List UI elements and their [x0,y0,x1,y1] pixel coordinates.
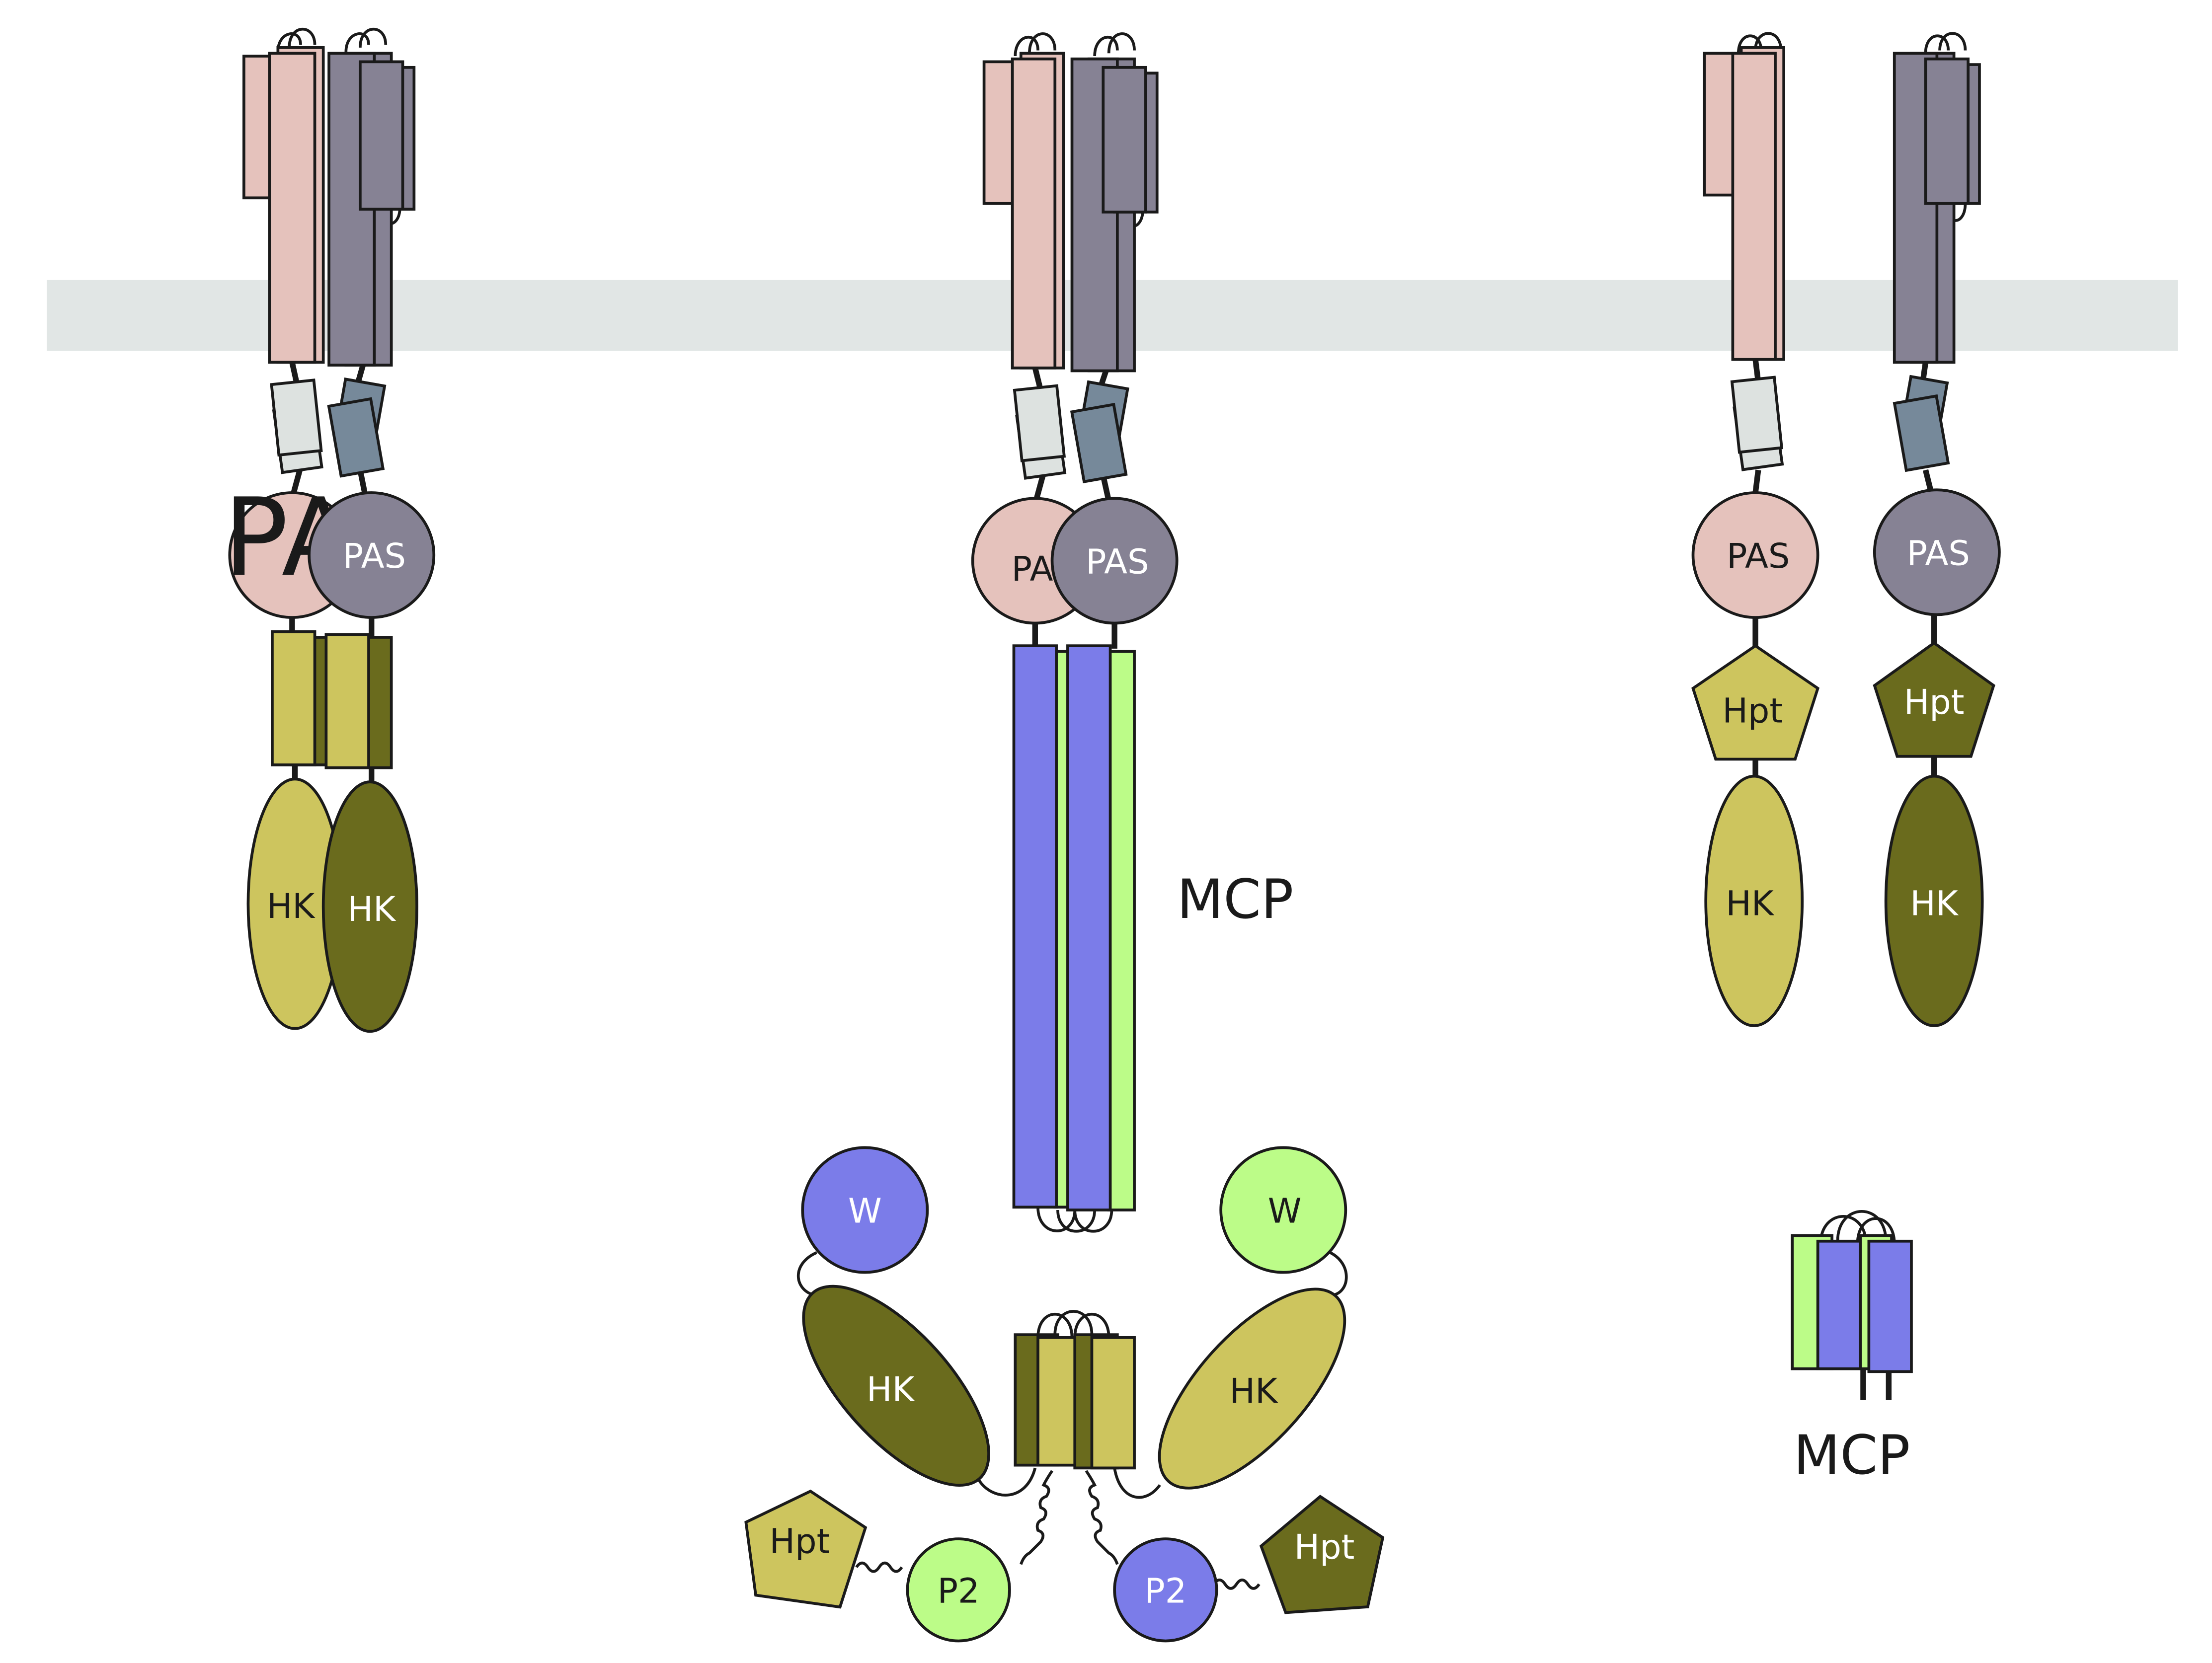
standalone-mcp-tails [1860,1368,1892,1400]
right-pink-loops [1737,32,1783,54]
center-mcp-blue-2 [1066,644,1112,1211]
center-steel-box [1070,403,1128,484]
chea-dhp-loops [1036,1310,1110,1338]
center-mcp-label: MCP [1177,868,1294,931]
w-domain-green [1219,1146,1347,1274]
left-top-loops [276,27,401,226]
center-receptor-dimer: PA PAS MCP [971,32,1294,1233]
right-receptor-pink: PAS Hpt HK [1691,32,1819,1027]
w-domain-green-label: W [1268,1192,1302,1231]
p2-domain-green [906,1537,1011,1643]
right-hpt-dark [1873,641,1995,758]
chea-hk-dark [802,1285,990,1487]
right-hk-yellow-label: HK [1726,884,1774,923]
chea-hk-yellow [1158,1287,1346,1490]
left-pas-domain-slate [308,491,436,619]
left-pas-slate-label: PAS [343,536,406,576]
standalone-mcp-label: MCP [1794,1424,1910,1487]
right-hk-dark-label: HK [1910,884,1959,923]
standalone-mcp: MCP [1791,1210,1913,1487]
left-dhp-yellow-2 [324,633,370,769]
center-pas-slate-label: PAS [1086,542,1149,582]
chea-hpt-yellow-label: Hpt [770,1522,830,1562]
right-hpt-dark-label: Hpt [1904,682,1965,722]
chea-dhp-yellow-2 [1090,1336,1136,1470]
right-pas-domain-slate [1873,488,2001,616]
right-pas-pink-label: PAS [1727,536,1790,576]
chea-hk-yellow-label: HK [1230,1371,1278,1411]
center-pas-pink-label: PA [1012,549,1053,589]
chea-connectors [797,1251,1348,1499]
right-hpt-yellow [1691,644,1819,761]
right-pale-box [1730,376,1784,454]
left-pink-helix-1 [268,52,316,364]
right-hpt-yellow-label: Hpt [1722,691,1783,731]
left-hk-dark-label: HK [347,890,396,929]
left-steel-box [327,397,385,478]
right-pas-slate-label: PAS [1907,533,1970,573]
left-hk-yellow-label: HK [267,887,316,926]
left-receptor-dimer: PA PAS HK HK [224,27,436,1033]
right-receptor-slate: PAS Hpt HK [1873,32,2001,1027]
left-slate-helix-front-inner [359,60,404,211]
center-mcp-bottom-loops [1036,1207,1113,1233]
right-hk-dark [1884,774,1984,1027]
p2-domain-blue-label: P2 [1144,1571,1186,1611]
chea-complex: W W HK HK Hpt Hpt P2 P2 [744,1146,1385,1643]
standalone-mcp-loops [1819,1210,1896,1244]
center-pas-domain-slate [1050,497,1179,625]
left-pale-box [270,378,323,457]
chea-hpt-dark-label: Hpt [1294,1527,1355,1567]
w-domain-blue [801,1146,929,1274]
center-pale-box [1013,384,1066,462]
p2-domain-green-label: P2 [938,1571,980,1611]
center-mcp-blue-1 [1012,644,1058,1209]
center-slate-helix-front-inner [1102,66,1147,214]
right-pas-domain-pink [1691,491,1819,619]
p2-domain-blue [1113,1537,1218,1643]
standalone-mcp-blue-2 [1867,1239,1913,1373]
left-dhp-yellow-1 [271,630,316,766]
right-hk-yellow [1704,774,1804,1027]
right-slate-helix-front-inner [1924,57,1970,205]
chea-wavy-linkers [855,1470,1261,1590]
right-steel-box [1893,394,1950,472]
chea-hpt-yellow [744,1489,868,1609]
standalone-mcp-blue-1 [1816,1239,1862,1370]
center-pink-helix-1 [1011,57,1057,370]
center-mcp-green-front [1107,650,1136,1211]
left-hk-dark [321,780,418,1033]
chea-hk-dark-label: HK [867,1370,915,1410]
w-domain-blue-label: W [848,1192,882,1231]
right-pink-helix-1 [1731,52,1777,361]
chea-hpt-dark [1259,1495,1385,1614]
